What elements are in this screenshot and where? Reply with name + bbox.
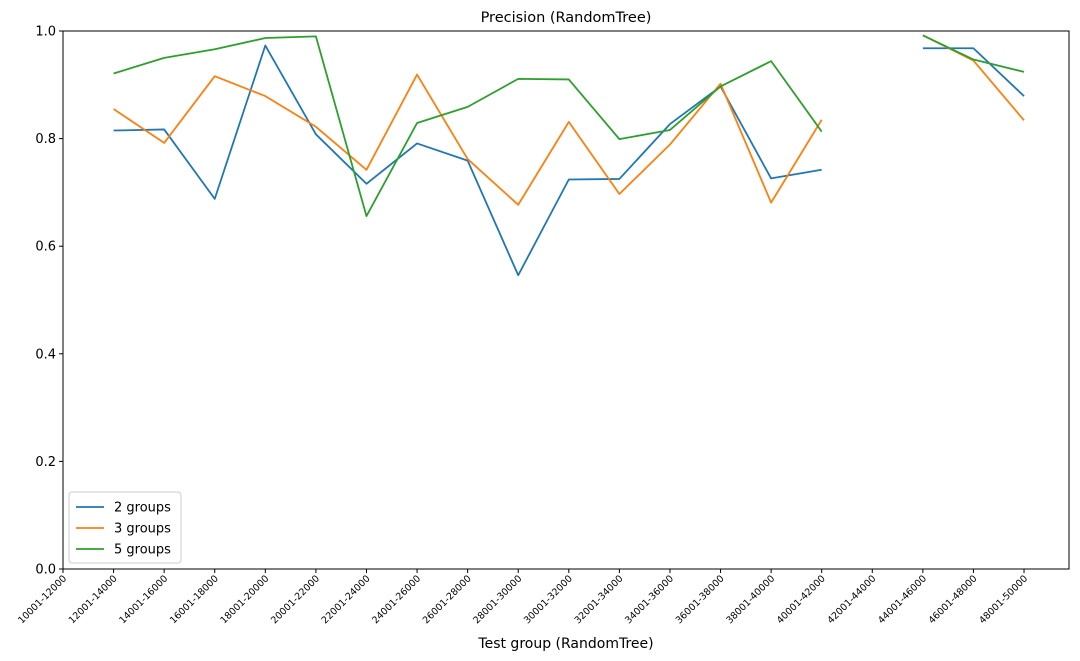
x-tick-label: 38001-40000 [724,573,777,626]
x-tick-label: 16001-18000 [168,573,221,626]
x-axis: 10001-1200012001-1400014001-1600016001-1… [16,569,1030,626]
x-tick-label: 40001-42000 [775,573,828,626]
plot-frame [62,30,1070,570]
chart-title: Precision (RandomTree) [481,10,652,26]
y-tick-label: 0.0 [35,563,56,578]
x-tick-label: 26001-28000 [421,573,474,626]
series-line-1 [113,44,1025,277]
legend-label: 2 groups [114,501,171,516]
legend-label: 3 groups [114,522,171,537]
x-tick-label: 34001-36000 [623,573,676,626]
x-tick-label: 18001-20000 [218,573,271,626]
legend-label: 5 groups [114,543,171,558]
x-tick-label: 30001-32000 [522,573,575,626]
y-tick-label: 0.8 [35,132,56,147]
x-tick-label: 14001-16000 [117,573,170,626]
x-axis-label: Test group (RandomTree) [477,636,653,652]
x-tick-label: 20001-22000 [269,573,322,626]
x-tick-label: 10001-12000 [16,573,69,626]
x-tick-label: 28001-30000 [471,573,524,626]
y-axis: 0.0 0.2 0.4 0.6 0.8 1.0 [35,25,63,578]
x-tick-label: 12001-14000 [67,573,120,626]
x-tick-label: 32001-34000 [573,573,626,626]
legend: 2 groups 3 groups 5 groups [68,491,182,564]
series-line-3 [113,34,1025,217]
plot-lines [113,34,1025,277]
x-tick-label: 48001-50000 [977,573,1030,626]
x-tick-label: 44001-46000 [876,573,929,626]
y-tick-label: 0.4 [35,347,56,362]
x-tick-label: 36001-38000 [674,573,727,626]
x-tick-label: 46001-48000 [927,573,980,626]
legend-box [68,491,182,564]
y-tick-label: 1.0 [35,25,56,40]
y-tick-label: 0.6 [35,240,56,255]
x-tick-label: 24001-26000 [370,573,423,626]
x-tick-label: 42001-44000 [825,573,878,626]
x-tick-label: 22001-24000 [320,573,373,626]
y-tick-label: 0.2 [35,455,56,470]
